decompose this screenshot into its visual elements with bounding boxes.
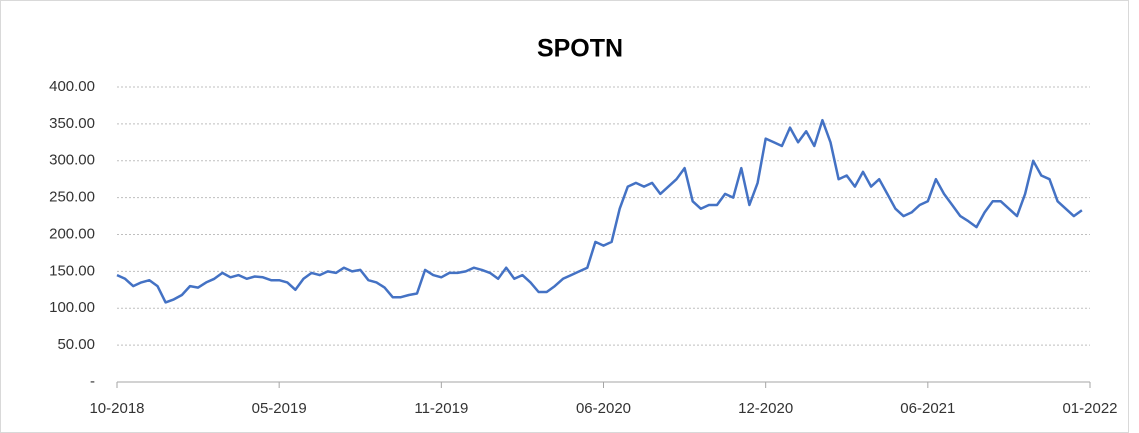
x-tick-label: 12-2020 [738,400,793,417]
x-tick-label: 11-2019 [414,400,468,417]
y-tick-label: 350.00 [49,115,95,132]
y-tick-label: 50.00 [57,336,95,353]
y-tick-label: 150.00 [49,262,95,279]
y-tick-label: 400.00 [49,78,95,95]
x-tick-label: 10-2018 [89,400,144,417]
y-tick-label: 100.00 [49,299,95,316]
x-tick-label: 06-2021 [900,400,955,417]
x-tick-label: 01-2022 [1062,400,1117,417]
y-tick-label: 200.00 [49,225,95,242]
y-tick-label: 250.00 [49,189,95,206]
y-tick-label: 300.00 [49,152,95,169]
chart-title: SPOTN [537,35,623,63]
y-tick-label: - [90,373,95,390]
x-tick-label: 06-2020 [576,400,631,417]
x-tick-label: 05-2019 [252,400,307,417]
data-line [116,118,1083,304]
